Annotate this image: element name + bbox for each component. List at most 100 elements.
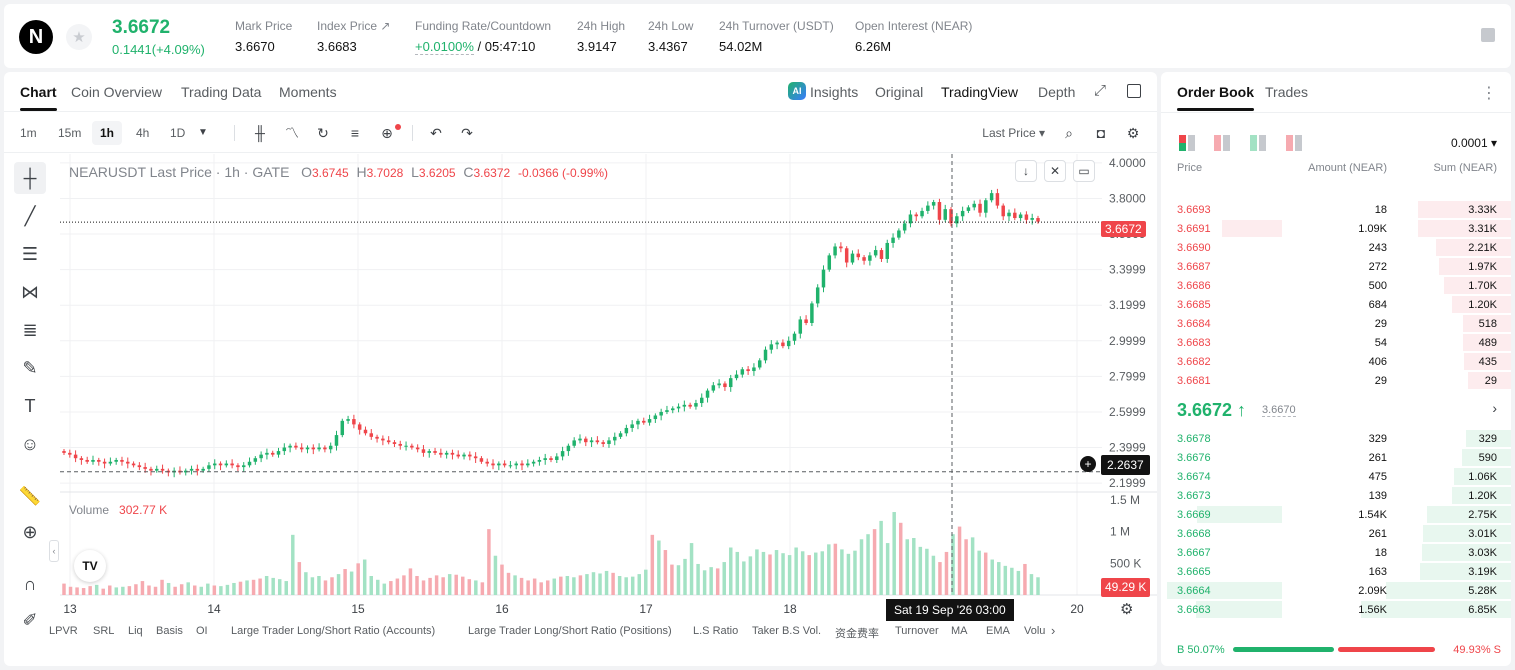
indicator-item[interactable]: Turnover: [895, 625, 939, 637]
emoji-icon[interactable]: ☺: [20, 433, 40, 454]
bid-row[interactable]: 3.6663 1.56K 6.85K: [1161, 600, 1511, 619]
tab-trading-data[interactable]: Trading Data: [181, 84, 262, 100]
view-sells-icon[interactable]: [1286, 135, 1302, 151]
volume-bar: [598, 573, 602, 595]
indicator-item[interactable]: EMA: [986, 625, 1010, 637]
indicator-item[interactable]: OI: [196, 625, 208, 637]
ruler-icon[interactable]: 📏: [18, 485, 42, 506]
indicator-item[interactable]: 资金费率: [835, 628, 879, 640]
ask-row[interactable]: 3.6683 54 489: [1161, 333, 1511, 352]
ask-row[interactable]: 3.6693 18 3.33K: [1161, 200, 1511, 219]
window-mode-icon[interactable]: [1127, 84, 1141, 98]
add-alert-icon[interactable]: ⊕: [381, 125, 393, 141]
timeframe-1h[interactable]: 1h: [92, 121, 123, 145]
scroll-to-latest-icon[interactable]: ↓: [1015, 160, 1037, 182]
indicator-item[interactable]: MA: [951, 625, 968, 637]
bid-row[interactable]: 3.6669 1.54K 2.75K: [1161, 505, 1511, 524]
add-order-plus-icon[interactable]: +: [1080, 456, 1096, 472]
bid-row[interactable]: 3.6665 163 3.19K: [1161, 562, 1511, 581]
collapse-icon[interactable]: ✕: [1044, 160, 1066, 182]
indicator-item[interactable]: Basis: [156, 625, 183, 637]
row-price: 3.6691: [1177, 223, 1211, 235]
indicator-item[interactable]: Large Trader Long/Short Ratio (Positions…: [468, 625, 672, 637]
screenshot-camera-icon[interactable]: ◘: [1096, 125, 1106, 141]
bid-row[interactable]: 3.6674 475 1.06K: [1161, 467, 1511, 486]
redo-icon[interactable]: ↷: [461, 125, 473, 141]
replay-icon[interactable]: ↻: [317, 125, 329, 141]
crosshair-icon[interactable]: ┼: [14, 162, 46, 194]
maximize-icon[interactable]: ▭: [1073, 160, 1095, 182]
indicators-icon[interactable]: 〽: [285, 125, 299, 141]
settings-gear-icon[interactable]: ⚙: [1126, 125, 1140, 141]
view-insights[interactable]: Insights: [810, 84, 859, 100]
indicator-item[interactable]: Taker B.S Vol.: [752, 625, 822, 637]
price-type-select[interactable]: Last Price ▾: [982, 126, 1045, 140]
bid-row[interactable]: 3.6676 261 590: [1161, 448, 1511, 467]
view-depth[interactable]: Depth: [1038, 84, 1076, 100]
view-both-icon[interactable]: [1179, 135, 1195, 151]
expand-icon[interactable]: ⤢: [1094, 82, 1107, 99]
zoom-in-icon[interactable]: ⊕: [22, 521, 38, 542]
indicator-item[interactable]: L.S Ratio: [693, 625, 739, 637]
tab-moments[interactable]: Moments: [279, 84, 337, 100]
ask-row[interactable]: 3.6690 243 2.21K: [1161, 238, 1511, 257]
indicator-item[interactable]: SRL: [93, 625, 115, 637]
funding-rate-value[interactable]: +0.0100%: [415, 39, 474, 55]
view-asks-icon[interactable]: [1214, 135, 1230, 151]
indicator-item[interactable]: Liq: [128, 625, 143, 637]
timeframe-1m[interactable]: 1m: [20, 126, 37, 140]
ask-row[interactable]: 3.6684 29 518: [1161, 314, 1511, 333]
tab-coin-overview[interactable]: Coin Overview: [71, 84, 163, 100]
pattern-icon[interactable]: ⋈: [21, 281, 39, 302]
text-tool-icon[interactable]: T: [24, 395, 36, 416]
view-tradingview[interactable]: TradingView: [941, 84, 1019, 100]
timeframe-15m[interactable]: 15m: [58, 126, 82, 140]
timeframe-4h[interactable]: 4h: [136, 126, 150, 140]
timeframe-dropdown-icon[interactable]: ▼: [198, 127, 208, 138]
timeframe-1d[interactable]: 1D: [170, 126, 186, 140]
undo-icon[interactable]: ↶: [430, 125, 442, 141]
candle-type-icon[interactable]: ╫: [255, 125, 265, 141]
ask-row[interactable]: 3.6686 500 1.70K: [1161, 276, 1511, 295]
templates-icon[interactable]: ≡: [350, 125, 360, 141]
fib-retracement-icon[interactable]: ≣: [22, 319, 38, 340]
tab-trades[interactable]: Trades: [1265, 84, 1309, 100]
edit-pencil-icon[interactable]: ✐: [22, 609, 38, 630]
collapse-drawbar-chevron-icon[interactable]: ‹: [49, 540, 59, 562]
chart-settings-icon[interactable]: ⚙: [1120, 601, 1134, 618]
stat-index-price[interactable]: Index Price ↗ 3.6683: [317, 19, 390, 54]
horizontal-lines-icon[interactable]: ☰: [21, 243, 39, 264]
trendline-icon[interactable]: ╱: [24, 205, 36, 226]
indicator-scroll-chevron-icon[interactable]: ›: [1051, 623, 1056, 638]
guide-book-icon[interactable]: [1481, 28, 1495, 42]
ask-row[interactable]: 3.6691 1.09K 3.31K: [1161, 219, 1511, 238]
indicator-item[interactable]: Volu: [1024, 625, 1046, 637]
view-bids-icon[interactable]: [1250, 135, 1266, 151]
ask-row[interactable]: 3.6681 29 29: [1161, 371, 1511, 390]
ask-row[interactable]: 3.6687 272 1.97K: [1161, 257, 1511, 276]
volume-bar: [1003, 565, 1008, 595]
tab-order-book[interactable]: Order Book: [1177, 84, 1255, 111]
view-original[interactable]: Original: [875, 84, 924, 100]
ask-row[interactable]: 3.6682 406 435: [1161, 352, 1511, 371]
chevron-right-icon[interactable]: ›: [1492, 400, 1497, 416]
candlestick-chart[interactable]: 4.00003.80003.59993.39993.19992.99992.79…: [4, 72, 1157, 666]
volume-bar: [206, 583, 210, 595]
search-icon[interactable]: ⌕: [1065, 125, 1073, 141]
tradingview-logo-icon[interactable]: TV: [74, 550, 106, 582]
ask-row[interactable]: 3.6685 684 1.20K: [1161, 295, 1511, 314]
bid-row[interactable]: 3.6664 2.09K 5.28K: [1161, 581, 1511, 600]
indicator-item[interactable]: LPVR: [49, 625, 78, 637]
more-options-icon[interactable]: ⋮: [1481, 85, 1497, 102]
bid-row[interactable]: 3.6678 329 329: [1161, 429, 1511, 448]
bid-row[interactable]: 3.6668 261 3.01K: [1161, 524, 1511, 543]
candle-body: [294, 445, 298, 448]
precision-select[interactable]: 0.0001 ▾: [1450, 136, 1497, 150]
bid-row[interactable]: 3.6673 139 1.20K: [1161, 486, 1511, 505]
bid-row[interactable]: 3.6667 18 3.03K: [1161, 543, 1511, 562]
indicator-item[interactable]: Large Trader Long/Short Ratio (Accounts): [231, 625, 436, 637]
magnet-icon[interactable]: ∩: [23, 573, 37, 594]
brush-icon[interactable]: ✎: [22, 357, 38, 378]
favorite-star-icon[interactable]: ★: [66, 24, 92, 50]
tab-chart[interactable]: Chart: [20, 84, 57, 111]
